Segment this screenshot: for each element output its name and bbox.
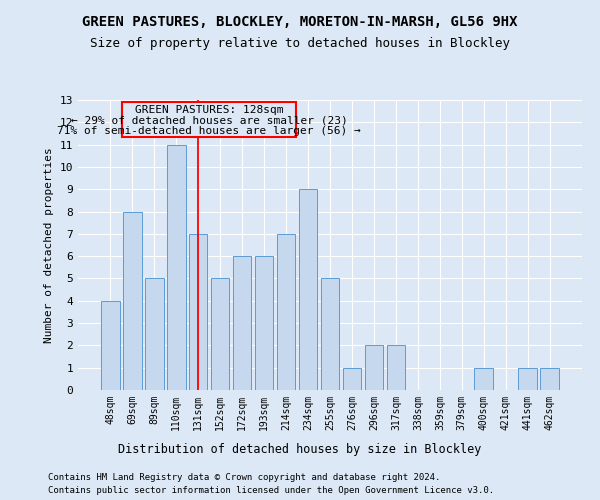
- Text: GREEN PASTURES, BLOCKLEY, MORETON-IN-MARSH, GL56 9HX: GREEN PASTURES, BLOCKLEY, MORETON-IN-MAR…: [82, 15, 518, 29]
- Bar: [145, 278, 164, 390]
- Bar: [211, 278, 229, 390]
- Bar: [343, 368, 361, 390]
- Bar: [475, 368, 493, 390]
- Bar: [233, 256, 251, 390]
- Bar: [122, 102, 296, 137]
- Bar: [167, 144, 185, 390]
- Bar: [277, 234, 295, 390]
- Bar: [255, 256, 274, 390]
- Bar: [541, 368, 559, 390]
- Bar: [123, 212, 142, 390]
- Bar: [299, 189, 317, 390]
- Bar: [189, 234, 208, 390]
- Text: ← 29% of detached houses are smaller (23): ← 29% of detached houses are smaller (23…: [71, 115, 347, 125]
- Text: 71% of semi-detached houses are larger (56) →: 71% of semi-detached houses are larger (…: [57, 126, 361, 136]
- Bar: [386, 346, 405, 390]
- Bar: [518, 368, 537, 390]
- Text: GREEN PASTURES: 128sqm: GREEN PASTURES: 128sqm: [135, 105, 283, 115]
- Y-axis label: Number of detached properties: Number of detached properties: [44, 147, 54, 343]
- Bar: [320, 278, 340, 390]
- Text: Contains HM Land Registry data © Crown copyright and database right 2024.: Contains HM Land Registry data © Crown c…: [48, 472, 440, 482]
- Text: Size of property relative to detached houses in Blockley: Size of property relative to detached ho…: [90, 38, 510, 51]
- Text: Distribution of detached houses by size in Blockley: Distribution of detached houses by size …: [118, 442, 482, 456]
- Bar: [365, 346, 383, 390]
- Bar: [101, 301, 119, 390]
- Text: Contains public sector information licensed under the Open Government Licence v3: Contains public sector information licen…: [48, 486, 494, 495]
